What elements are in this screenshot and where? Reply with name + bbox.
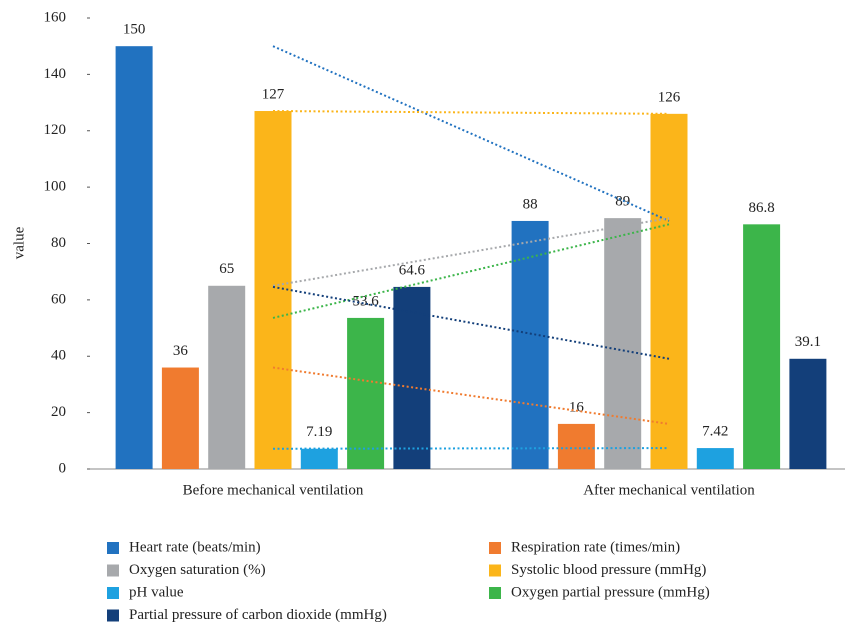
legend-swatch [107, 564, 119, 577]
y-tick-label: 140 [44, 66, 67, 82]
x-tick-label: After mechanical ventilation [583, 482, 755, 498]
legend-label: pH value [129, 584, 184, 600]
legend-swatch [489, 587, 501, 599]
y-axis-label: value [11, 226, 27, 259]
y-tick-label: 20 [51, 404, 66, 420]
bar [789, 358, 827, 469]
legend-swatch [489, 542, 501, 554]
y-tick-label: 40 [51, 348, 66, 364]
legend-label: Respiration rate (times/min) [511, 539, 680, 555]
x-tick-label: Before mechanical ventilation [183, 482, 364, 498]
data-label: 53.6 [352, 293, 379, 309]
trend-line [272, 223, 670, 319]
y-tick-label: 0 [59, 460, 67, 476]
bar [115, 46, 153, 469]
data-label: 36 [173, 343, 189, 359]
legend-swatch [107, 609, 119, 622]
bar [650, 113, 688, 470]
legend-swatch [107, 542, 119, 554]
legend-label: Partial pressure of carbon dioxide (mmHg… [129, 607, 387, 623]
y-tick-label: 80 [51, 235, 66, 251]
y-tick-label: 60 [51, 291, 66, 307]
trend-line [272, 110, 670, 115]
trend-line [272, 366, 670, 425]
bar [604, 218, 642, 469]
legend-label: Heart rate (beats/min) [129, 539, 261, 555]
legend-swatch [107, 587, 119, 599]
bar [696, 448, 734, 469]
bar [208, 285, 246, 469]
trend-line [272, 447, 670, 450]
y-tick-label: 100 [44, 179, 67, 195]
y-tick-label: 120 [44, 122, 67, 138]
bar [161, 367, 199, 469]
data-label: 86.8 [748, 200, 774, 216]
bar [557, 423, 595, 469]
data-label: 7.19 [306, 424, 332, 440]
data-label: 7.42 [702, 424, 728, 440]
bar [347, 317, 385, 469]
bar [254, 111, 292, 470]
data-label: 127 [262, 86, 285, 102]
data-label: 39.1 [795, 334, 821, 350]
data-label: 88 [523, 196, 538, 212]
bar [393, 286, 431, 469]
data-label: 64.6 [399, 262, 426, 278]
legend-label: Systolic blood pressure (mmHg) [511, 562, 706, 578]
data-label: 16 [569, 399, 585, 415]
trend-line [272, 217, 670, 287]
bar [511, 220, 549, 469]
legend-label: Oxygen partial pressure (mmHg) [511, 584, 710, 600]
data-label: 150 [123, 22, 146, 38]
data-label: 65 [219, 261, 234, 277]
legend-swatch [489, 564, 501, 577]
y-tick-label: 160 [44, 9, 67, 25]
bar [300, 448, 338, 469]
bar [743, 224, 781, 469]
data-label: 126 [658, 89, 681, 105]
legend-label: Oxygen saturation (%) [129, 562, 266, 578]
trend-line [272, 45, 670, 222]
